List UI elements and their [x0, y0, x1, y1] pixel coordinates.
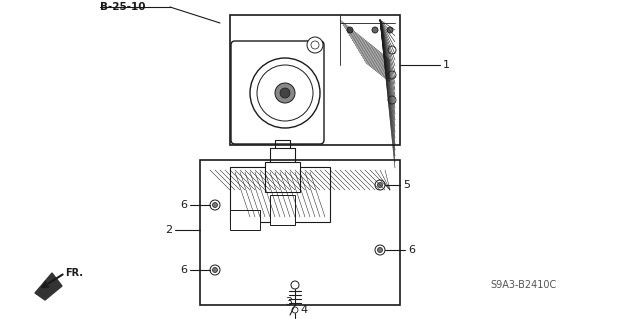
Text: S9A3-B2410C: S9A3-B2410C: [490, 280, 556, 290]
Circle shape: [311, 41, 319, 49]
Polygon shape: [35, 273, 62, 300]
Circle shape: [257, 65, 313, 121]
Bar: [230, 167, 330, 222]
Bar: [200, 160, 400, 305]
Bar: [265, 162, 300, 192]
Circle shape: [210, 200, 220, 210]
FancyBboxPatch shape: [231, 41, 324, 144]
Text: 2: 2: [165, 225, 172, 235]
Text: FR.: FR.: [65, 268, 83, 278]
Circle shape: [212, 268, 218, 272]
Circle shape: [375, 180, 385, 190]
Text: 6: 6: [408, 245, 415, 255]
Circle shape: [388, 71, 396, 79]
Circle shape: [212, 203, 218, 207]
Bar: [270, 195, 295, 225]
Bar: [230, 15, 400, 145]
Circle shape: [275, 83, 295, 103]
Circle shape: [378, 182, 383, 188]
Circle shape: [388, 96, 396, 104]
Circle shape: [210, 265, 220, 275]
Circle shape: [387, 27, 393, 33]
Text: 3: 3: [285, 297, 292, 307]
Text: 6: 6: [180, 200, 187, 210]
Text: 4: 4: [300, 305, 307, 315]
Text: 1: 1: [443, 60, 450, 70]
Circle shape: [307, 37, 323, 53]
Circle shape: [280, 88, 290, 98]
Text: B-25-10: B-25-10: [100, 2, 145, 12]
Circle shape: [375, 245, 385, 255]
Circle shape: [378, 248, 383, 253]
Circle shape: [291, 281, 299, 289]
Text: 5: 5: [403, 180, 410, 190]
Circle shape: [347, 27, 353, 33]
Circle shape: [388, 46, 396, 54]
Bar: [230, 210, 260, 230]
Circle shape: [250, 58, 320, 128]
Circle shape: [292, 307, 298, 313]
Circle shape: [372, 27, 378, 33]
Text: 6: 6: [180, 265, 187, 275]
